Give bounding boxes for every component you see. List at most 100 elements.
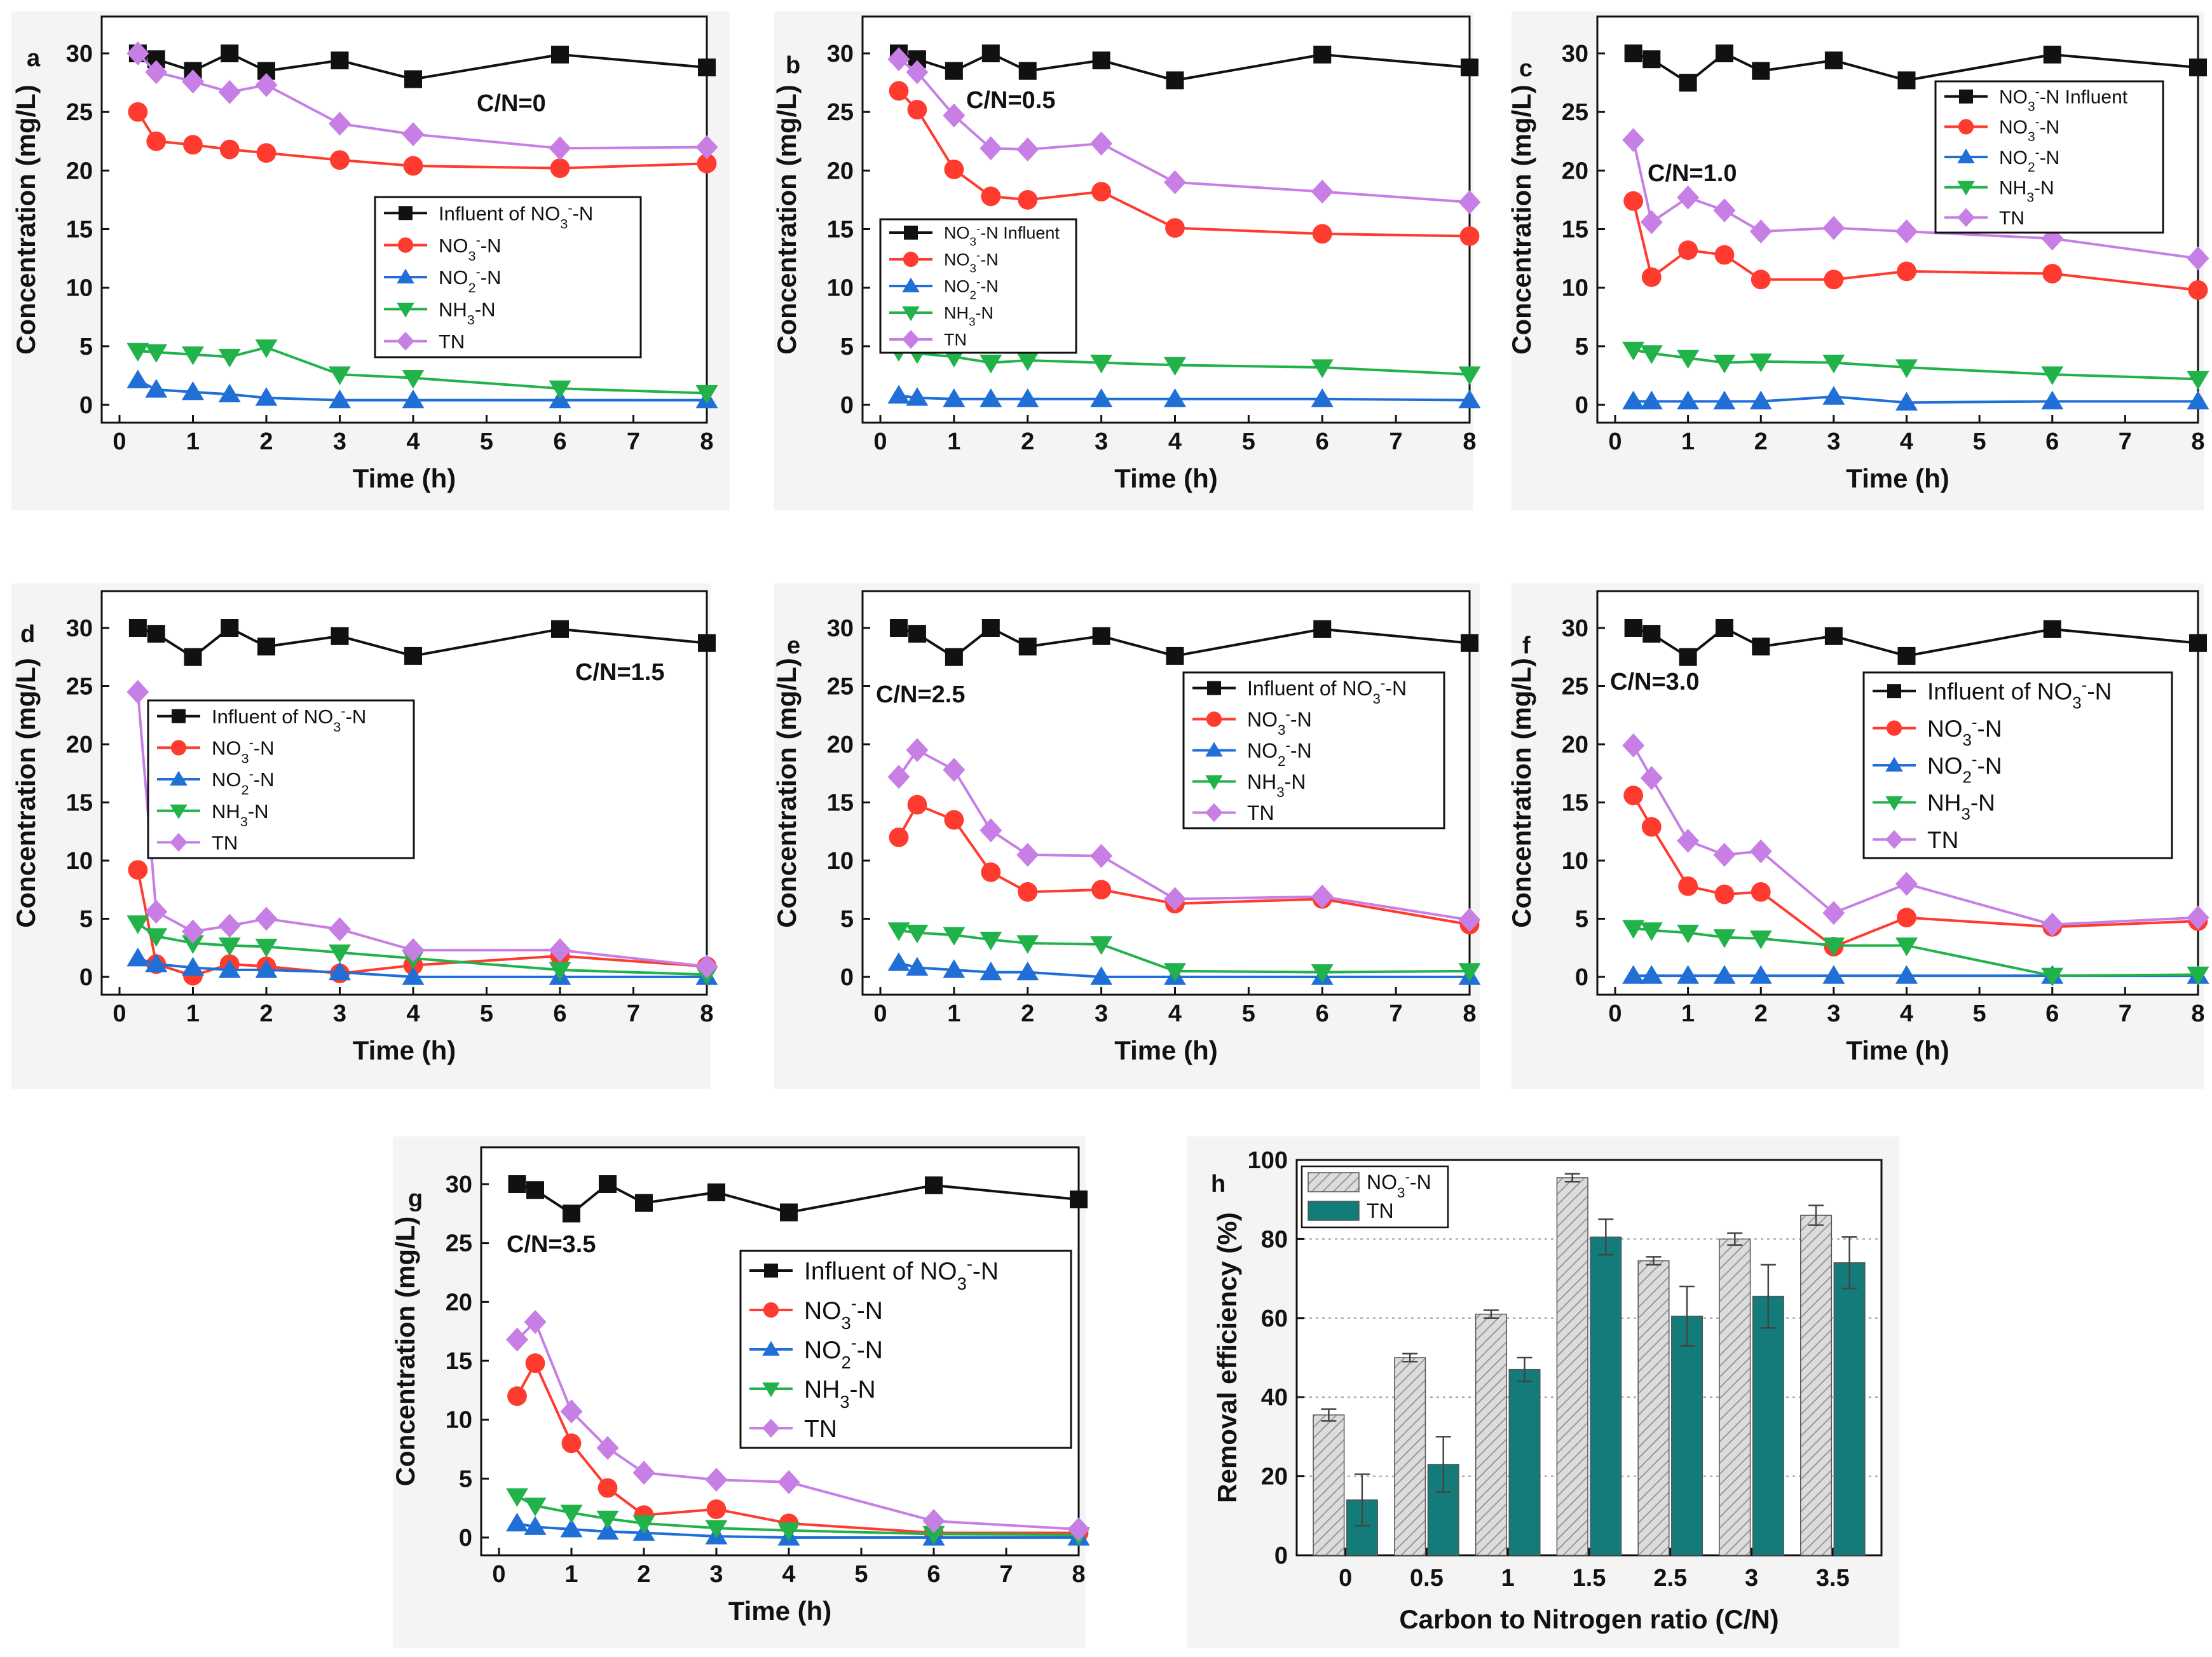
line-chart-d: 0 1 2 3 4 5 6 7 8 0 5 10 15 20 25 30 Time (h) Concentrati… [11, 590, 718, 1065]
point-no3 [981, 186, 1001, 207]
point-tn [329, 917, 351, 941]
point-nh3 [255, 339, 278, 358]
legend-marker-influent [172, 709, 186, 723]
point-no3 [907, 794, 927, 815]
panel-label: f [1522, 632, 1531, 659]
point-no3 [525, 1353, 545, 1374]
point-no2 [596, 1520, 619, 1540]
point-no2 [126, 369, 149, 388]
legend-label-tn: TN [1999, 208, 2024, 229]
point-nh3 [1749, 353, 1772, 372]
point-no3 [1714, 884, 1735, 904]
point-no3 [1312, 224, 1332, 244]
point-influent [2189, 634, 2207, 652]
legend-marker-no3 [903, 251, 919, 268]
legend-marker-nh3 [397, 303, 414, 318]
point-influent [551, 45, 569, 64]
point-no3 [981, 862, 1001, 882]
point-influent [1018, 62, 1037, 80]
bar-bar_tn [1590, 1236, 1622, 1556]
legend-label-no2: NO2--N [944, 275, 999, 302]
point-no3 [1459, 226, 1480, 246]
point-nh3 [1677, 924, 1700, 944]
point-no2 [1090, 388, 1113, 407]
bar-bar_tn [1671, 1315, 1703, 1556]
point-no2 [506, 1512, 528, 1532]
point-no2 [402, 389, 425, 409]
bar-bar_no3 [1394, 1357, 1426, 1556]
line-chart-g: 0 1 2 3 4 5 6 7 8 0 5 10 15 20 25 30 Time (h) Concentrati… [390, 1146, 1090, 1626]
x-tick-label: 0 [113, 1000, 126, 1027]
legend-label-tn: TN [439, 331, 465, 353]
legend-label-no2: NO2--N [1927, 751, 2002, 786]
x-tick-label: 5 [1973, 1000, 1986, 1027]
point-no3 [1641, 267, 1662, 287]
point-tn [906, 60, 929, 85]
point-no3 [1018, 882, 1038, 902]
x-tick-label: 8 [2191, 1000, 2204, 1027]
point-no3 [1714, 245, 1735, 265]
point-influent [908, 625, 926, 643]
point-influent [1752, 62, 1770, 80]
legend-label-tn: TN [804, 1415, 837, 1443]
legend-label-no2: NO2--N [1247, 737, 1312, 769]
point-nh3 [145, 928, 168, 947]
x-tick-label: 5 [480, 428, 493, 455]
point-nh3 [1090, 355, 1113, 374]
point-influent [1313, 620, 1332, 638]
point-no3 [944, 810, 964, 830]
y-tick-label: 5 [1575, 334, 1588, 360]
x-tick-label: 8 [1072, 1561, 1085, 1588]
legend-marker-no3 [763, 1302, 779, 1318]
cn-annotation: C/N=0.5 [966, 87, 1055, 114]
x-tick-label: 0 [492, 1561, 505, 1588]
point-influent [508, 1175, 526, 1193]
legend-marker-tn [762, 1419, 780, 1438]
point-no2 [1749, 390, 1772, 410]
y-tick-label: 5 [79, 906, 93, 933]
point-nh3 [1311, 359, 1334, 378]
legend-label-nh3: NH3-N [212, 800, 269, 829]
legend-marker-tn [1957, 208, 1975, 228]
point-influent [707, 1183, 725, 1201]
legend-marker-no2 [1205, 742, 1223, 757]
cn-annotation: C/N=3.5 [507, 1231, 596, 1258]
x-tick-label: 5 [480, 1000, 493, 1027]
point-nh3 [329, 944, 351, 964]
point-nh3 [402, 370, 425, 389]
point-influent [1018, 638, 1037, 656]
point-tn [1895, 219, 1918, 244]
legend-label-tn: TN [212, 831, 238, 854]
x-tick-label: 8 [2191, 428, 2204, 455]
point-tn [1749, 219, 1772, 244]
point-nh3 [126, 915, 149, 934]
point-no2 [1713, 965, 1736, 984]
point-no2 [887, 385, 910, 404]
x-tick-label: 4 [406, 428, 420, 455]
point-no2 [2041, 390, 2064, 410]
y-tick-label: 0 [1575, 964, 1588, 991]
point-nh3 [1713, 929, 1736, 948]
legend-label-no3: NO3--N [1247, 706, 1312, 738]
point-influent [780, 1203, 798, 1222]
legend-label-tn: TN [1247, 801, 1274, 824]
x-tick-label: 1 [947, 1000, 960, 1027]
y-tick-label: 30 [1562, 41, 1588, 67]
x-tick-label: 2 [1754, 428, 1768, 455]
point-influent [2043, 45, 2061, 64]
point-tn [2187, 905, 2209, 930]
point-nh3 [980, 355, 1002, 374]
bar-bar_no3 [1800, 1215, 1833, 1556]
point-tn [777, 1469, 800, 1494]
point-no2 [255, 959, 278, 978]
point-no2 [329, 961, 351, 981]
point-no2 [1895, 965, 1918, 984]
y-tick-label: 25 [66, 674, 93, 700]
point-tn [705, 1468, 728, 1492]
point-no2 [906, 957, 929, 976]
legend-marker-influent [399, 206, 413, 221]
x-tick-label: 6 [2045, 428, 2059, 455]
point-nh3 [705, 1520, 728, 1539]
x-tick-label: 6 [1316, 428, 1329, 455]
legend-label-influent: Influent of NO3--N [212, 702, 366, 734]
